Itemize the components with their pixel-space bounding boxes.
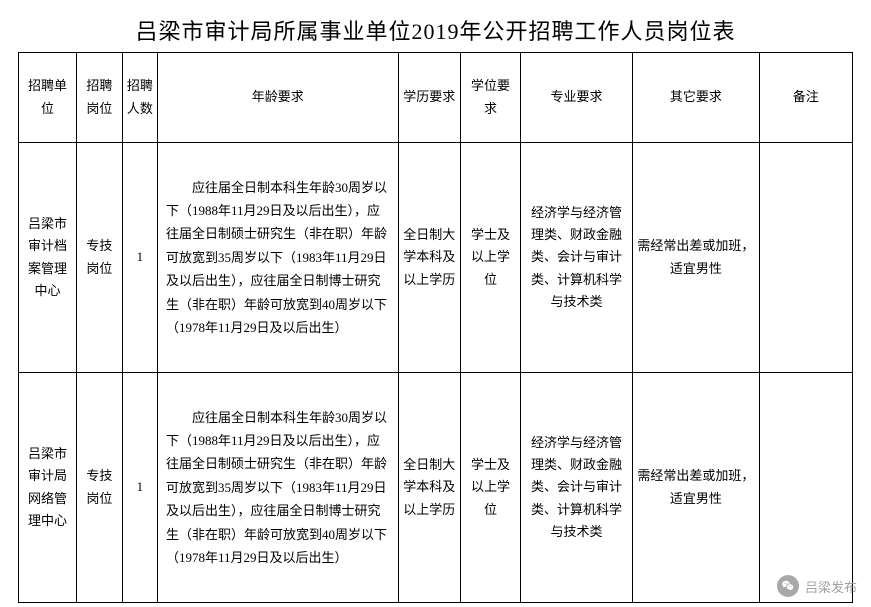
col-header-edu: 学历要求	[398, 53, 460, 143]
cell-major: 经济学与经济管理类、财政金融类、会计与审计类、计算机科学与技术类	[521, 373, 633, 603]
cell-other: 需经常出差或加班，适宜男性	[633, 373, 760, 603]
cell-major: 经济学与经济管理类、财政金融类、会计与审计类、计算机科学与技术类	[521, 143, 633, 373]
cell-deg: 学士及以上学位	[460, 373, 520, 603]
cell-unit: 吕梁市审计档案管理中心	[19, 143, 77, 373]
source-label: 吕梁发布	[805, 577, 857, 596]
cell-age: 应往届全日制本科生年龄30周岁以下（1988年11月29日及以后出生），应往届全…	[157, 373, 398, 603]
cell-remark	[759, 143, 852, 373]
col-header-unit: 招聘单位	[19, 53, 77, 143]
cell-remark	[759, 373, 852, 603]
cell-deg: 学士及以上学位	[460, 143, 520, 373]
cell-post: 专技岗位	[77, 143, 123, 373]
cell-other: 需经常出差或加班，适宜男性	[633, 143, 760, 373]
cell-edu: 全日制大学本科及以上学历	[398, 373, 460, 603]
col-header-remark: 备注	[759, 53, 852, 143]
table-row: 吕梁市审计局网络管理中心 专技岗位 1 应往届全日制本科生年龄30周岁以下（19…	[19, 373, 853, 603]
col-header-num: 招聘人数	[122, 53, 157, 143]
cell-post: 专技岗位	[77, 373, 123, 603]
page-root: 吕梁市审计局所属事业单位2019年公开招聘工作人员岗位表 招聘单位 招聘岗位 招…	[0, 0, 871, 607]
cell-edu: 全日制大学本科及以上学历	[398, 143, 460, 373]
cell-num: 1	[122, 143, 157, 373]
cell-unit: 吕梁市审计局网络管理中心	[19, 373, 77, 603]
table-title: 吕梁市审计局所属事业单位2019年公开招聘工作人员岗位表	[18, 10, 853, 52]
col-header-age: 年龄要求	[157, 53, 398, 143]
table-header-row: 招聘单位 招聘岗位 招聘人数 年龄要求 学历要求 学位要求 专业要求 其它要求 …	[19, 53, 853, 143]
col-header-major: 专业要求	[521, 53, 633, 143]
wechat-icon	[777, 575, 799, 597]
source-badge: 吕梁发布	[777, 575, 857, 597]
col-header-post: 招聘岗位	[77, 53, 123, 143]
col-header-deg: 学位要求	[460, 53, 520, 143]
recruitment-table: 吕梁市审计局所属事业单位2019年公开招聘工作人员岗位表 招聘单位 招聘岗位 招…	[18, 10, 853, 603]
cell-age: 应往届全日制本科生年龄30周岁以下（1988年11月29日及以后出生），应往届全…	[157, 143, 398, 373]
cell-num: 1	[122, 373, 157, 603]
table-row: 吕梁市审计档案管理中心 专技岗位 1 应往届全日制本科生年龄30周岁以下（198…	[19, 143, 853, 373]
col-header-other: 其它要求	[633, 53, 760, 143]
